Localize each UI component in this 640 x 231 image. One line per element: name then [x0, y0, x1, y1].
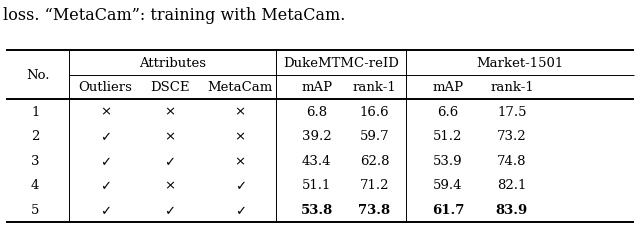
- Text: $\checkmark$: $\checkmark$: [164, 154, 175, 167]
- Text: 73.2: 73.2: [497, 130, 527, 143]
- Text: DukeMTMC-reID: DukeMTMC-reID: [284, 57, 399, 70]
- Text: $\times$: $\times$: [164, 179, 175, 191]
- Text: $\checkmark$: $\checkmark$: [100, 203, 111, 216]
- Text: 2: 2: [31, 130, 40, 143]
- Text: 4: 4: [31, 179, 40, 191]
- Text: 6.8: 6.8: [306, 105, 328, 118]
- Text: $\times$: $\times$: [164, 130, 175, 143]
- Text: $\checkmark$: $\checkmark$: [100, 179, 111, 191]
- Text: 61.7: 61.7: [432, 203, 464, 216]
- Text: mAP: mAP: [301, 81, 332, 94]
- Text: 62.8: 62.8: [360, 154, 389, 167]
- Text: 51.1: 51.1: [302, 179, 332, 191]
- Text: 59.4: 59.4: [433, 179, 463, 191]
- Text: $\times$: $\times$: [100, 105, 111, 118]
- Text: DSCE: DSCE: [150, 81, 189, 94]
- Text: 39.2: 39.2: [302, 130, 332, 143]
- Text: 5: 5: [31, 203, 40, 216]
- Text: rank-1: rank-1: [353, 81, 396, 94]
- Text: 74.8: 74.8: [497, 154, 527, 167]
- Text: 6.6: 6.6: [437, 105, 459, 118]
- Text: 43.4: 43.4: [302, 154, 332, 167]
- Text: 59.7: 59.7: [360, 130, 389, 143]
- Text: Outliers: Outliers: [79, 81, 132, 94]
- Text: 53.9: 53.9: [433, 154, 463, 167]
- Text: $\times$: $\times$: [234, 130, 246, 143]
- Text: 17.5: 17.5: [497, 105, 527, 118]
- Text: rank-1: rank-1: [490, 81, 534, 94]
- Text: $\checkmark$: $\checkmark$: [235, 179, 245, 191]
- Text: 53.8: 53.8: [301, 203, 333, 216]
- Text: 1: 1: [31, 105, 40, 118]
- Text: $\checkmark$: $\checkmark$: [100, 154, 111, 167]
- Text: $\checkmark$: $\checkmark$: [100, 130, 111, 143]
- Text: mAP: mAP: [433, 81, 463, 94]
- Text: $\times$: $\times$: [234, 154, 246, 167]
- Text: No.: No.: [26, 69, 49, 82]
- Text: 83.9: 83.9: [496, 203, 528, 216]
- Text: $\times$: $\times$: [234, 105, 246, 118]
- Text: Attributes: Attributes: [140, 57, 206, 70]
- Text: loss. “MetaCam”: training with MetaCam.: loss. “MetaCam”: training with MetaCam.: [3, 7, 346, 24]
- Text: $\checkmark$: $\checkmark$: [164, 203, 175, 216]
- Text: $\times$: $\times$: [164, 105, 175, 118]
- Text: 16.6: 16.6: [360, 105, 389, 118]
- Text: 51.2: 51.2: [433, 130, 463, 143]
- Text: Market-1501: Market-1501: [476, 57, 564, 70]
- Text: MetaCam: MetaCam: [207, 81, 273, 94]
- Text: 3: 3: [31, 154, 40, 167]
- Text: 73.8: 73.8: [358, 203, 390, 216]
- Text: 71.2: 71.2: [360, 179, 389, 191]
- Text: 82.1: 82.1: [497, 179, 527, 191]
- Text: $\checkmark$: $\checkmark$: [235, 203, 245, 216]
